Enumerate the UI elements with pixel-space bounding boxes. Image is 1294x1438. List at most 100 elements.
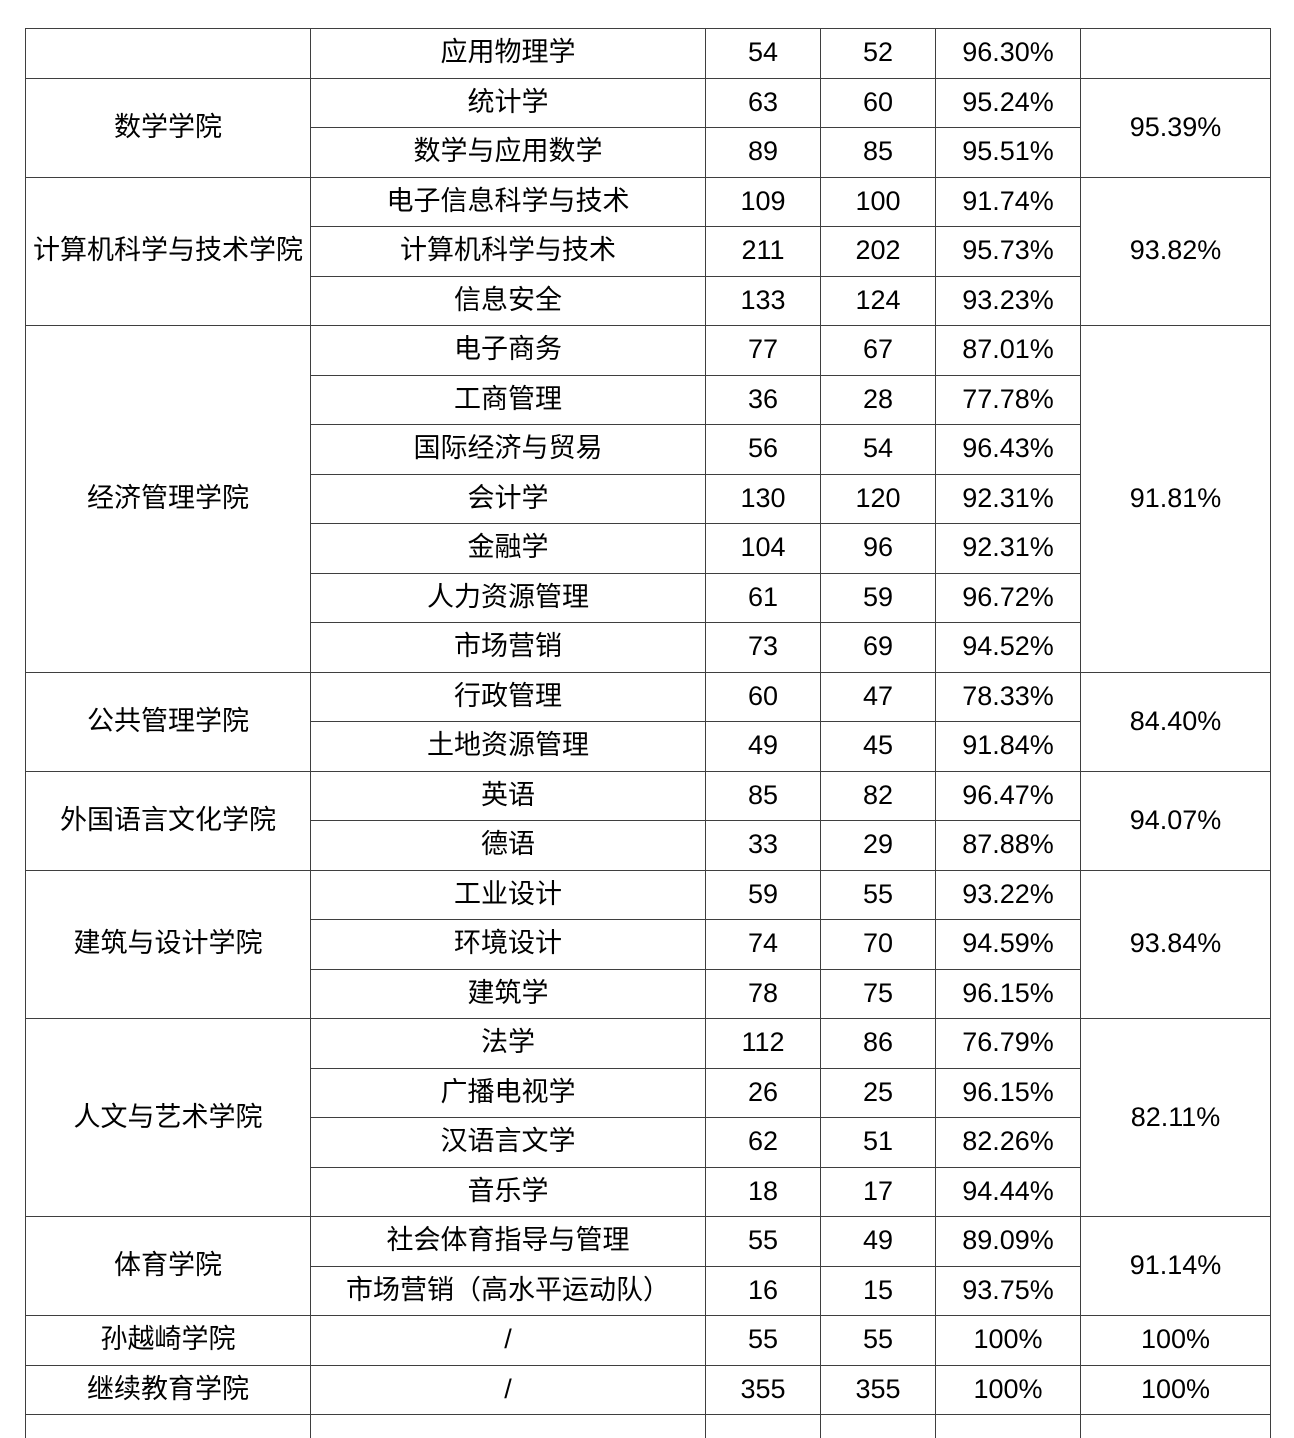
major-rate-cell: 94.44% xyxy=(935,1166,1081,1217)
college-cell: 人文与艺术学院 xyxy=(25,1018,311,1217)
total-count-cell: 89 xyxy=(705,127,821,178)
table-row: 外国语言文化学院 英语 85 82 96.47% 94.07% xyxy=(25,770,1271,871)
total-count-cell: 54 xyxy=(705,28,821,79)
total-count-cell: 49 xyxy=(705,721,821,772)
table-row: 环境设计 74 70 94.59% xyxy=(26,919,1271,970)
table-row: 国际经济与贸易 56 54 96.43% xyxy=(26,424,1271,475)
table-row: 市场营销（高水平运动队） 16 15 93.75% xyxy=(26,1265,1271,1316)
total-count-cell: 33 xyxy=(705,820,821,871)
major-cell: 人力资源管理 xyxy=(310,572,706,623)
employed-count-cell: 100 xyxy=(820,176,936,227)
major-rate-cell: 93.75% xyxy=(935,1265,1081,1316)
college-cell: 数学学院 xyxy=(25,77,311,178)
major-rate-cell: 94.52% xyxy=(935,622,1081,673)
employed-count-cell: 96 xyxy=(820,523,936,574)
employed-count-cell: 54 xyxy=(820,424,936,475)
empty-cell xyxy=(820,1414,936,1438)
total-count-cell: 55 xyxy=(705,1216,821,1267)
table-row: 金融学 104 96 92.31% xyxy=(26,523,1271,574)
employed-count-cell: 47 xyxy=(820,671,936,722)
major-rate-cell: 93.22% xyxy=(935,869,1081,920)
employment-table-body: 应用物理学 54 52 96.30% 数学学院 统计学 63 60 95.24% 95.39% 数学… xyxy=(25,28,1271,1438)
major-rate-cell: 93.23% xyxy=(935,275,1081,326)
employed-count-cell: 120 xyxy=(820,473,936,524)
major-cell: 会计学 xyxy=(310,473,706,524)
major-cell: 电子信息科学与技术 xyxy=(310,176,706,227)
major-rate-cell: 100% xyxy=(935,1364,1081,1415)
major-rate-cell: 95.24% xyxy=(935,77,1081,128)
major-cell: 工商管理 xyxy=(310,374,706,425)
employed-count-cell: 17 xyxy=(820,1166,936,1217)
major-cell: 统计学 xyxy=(310,77,706,128)
total-count-cell: 355 xyxy=(705,1364,821,1415)
total-count-cell: 133 xyxy=(705,275,821,326)
college-rate-cell: 100% xyxy=(1080,1315,1271,1366)
major-cell: 德语 xyxy=(310,820,706,871)
total-count-cell: 73 xyxy=(705,622,821,673)
major-cell: 土地资源管理 xyxy=(310,721,706,772)
table-row: 应用物理学 54 52 96.30% xyxy=(25,28,1271,79)
employed-count-cell: 55 xyxy=(820,1315,936,1366)
college-rate-cell: 84.40% xyxy=(1080,671,1271,772)
major-cell: / xyxy=(310,1315,706,1366)
major-cell: / xyxy=(310,1364,706,1415)
total-count-cell: 77 xyxy=(705,325,821,376)
major-rate-cell: 92.31% xyxy=(935,523,1081,574)
empty-cell xyxy=(705,1414,821,1438)
total-count-cell: 62 xyxy=(705,1117,821,1168)
table-row: 人力资源管理 61 59 96.72% xyxy=(26,572,1271,623)
total-count-cell: 74 xyxy=(705,919,821,970)
major-cell: 社会体育指导与管理 xyxy=(310,1216,706,1267)
total-count-cell: 63 xyxy=(705,77,821,128)
table-row: 公共管理学院 行政管理 60 47 78.33% 84.40% xyxy=(25,671,1271,772)
college-rate-cell: 100% xyxy=(1080,1364,1271,1415)
major-cell: 环境设计 xyxy=(310,919,706,970)
employed-count-cell: 45 xyxy=(820,721,936,772)
employed-count-cell: 67 xyxy=(820,325,936,376)
table-row: 经济管理学院 电子商务 77 67 87.01% 91.81% xyxy=(25,325,1271,673)
major-cell: 英语 xyxy=(310,770,706,821)
total-count-cell: 85 xyxy=(705,770,821,821)
major-rate-cell: 87.01% xyxy=(935,325,1081,376)
empty-cell xyxy=(1080,1414,1271,1438)
employed-count-cell: 55 xyxy=(820,869,936,920)
college-rate-cell: 95.39% xyxy=(1080,77,1271,178)
major-cell: 音乐学 xyxy=(310,1166,706,1217)
table-row: 计算机科学与技术 211 202 95.73% xyxy=(26,226,1271,277)
major-rate-cell: 95.73% xyxy=(935,226,1081,277)
total-count-cell: 61 xyxy=(705,572,821,623)
college-rate-cell: 94.07% xyxy=(1080,770,1271,871)
major-cell: 应用物理学 xyxy=(310,28,706,79)
total-count-cell: 211 xyxy=(705,226,821,277)
total-count-cell: 60 xyxy=(705,671,821,722)
table-row: 计算机科学与技术学院 电子信息科学与技术 109 100 91.74% 93.82% xyxy=(25,176,1271,326)
major-rate-cell: 96.43% xyxy=(935,424,1081,475)
employed-count-cell: 69 xyxy=(820,622,936,673)
table-row: 德语 33 29 87.88% xyxy=(26,820,1271,871)
major-cell: 信息安全 xyxy=(310,275,706,326)
major-rate-cell: 100% xyxy=(935,1315,1081,1366)
total-count-cell: 109 xyxy=(705,176,821,227)
table-row: 继续教育学院/355 355 100% 100% xyxy=(25,1364,1271,1415)
employed-count-cell: 202 xyxy=(820,226,936,277)
college-cell: 外国语言文化学院 xyxy=(25,770,311,871)
total-count-cell: 36 xyxy=(705,374,821,425)
college-cell: 建筑与设计学院 xyxy=(25,869,311,1019)
major-rate-cell: 96.72% xyxy=(935,572,1081,623)
employed-count-cell: 29 xyxy=(820,820,936,871)
empty-cell xyxy=(310,1414,706,1438)
employed-count-cell: 51 xyxy=(820,1117,936,1168)
total-count-cell: 130 xyxy=(705,473,821,524)
college-rate-cell: 93.82% xyxy=(1080,176,1271,326)
table-row: 广播电视学 26 25 96.15% xyxy=(26,1067,1271,1118)
total-count-cell: 59 xyxy=(705,869,821,920)
major-cell: 行政管理 xyxy=(310,671,706,722)
college-cell xyxy=(25,28,311,79)
table-row: 人文与艺术学院 法学 112 86 76.79% 82.11% xyxy=(25,1018,1271,1217)
employment-rate-table: 应用物理学 54 52 96.30% 数学学院 统计学 63 60 95.24% 95.39% 数学… xyxy=(25,28,1271,1438)
total-count-cell: 104 xyxy=(705,523,821,574)
major-cell: 市场营销 xyxy=(310,622,706,673)
employed-count-cell: 75 xyxy=(820,968,936,1019)
table-row: 会计学 130 120 92.31% xyxy=(26,473,1271,524)
employed-count-cell: 15 xyxy=(820,1265,936,1316)
